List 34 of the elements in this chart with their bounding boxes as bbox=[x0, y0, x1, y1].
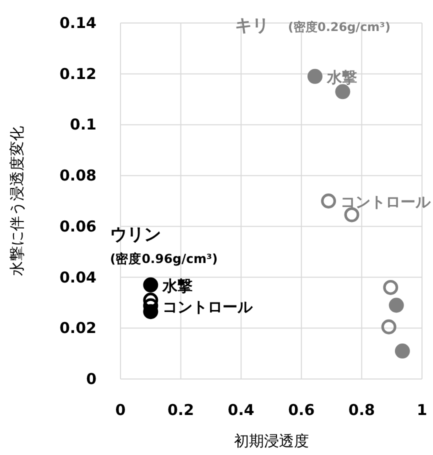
x-tick-label: 0.8 bbox=[348, 401, 375, 419]
series-label: 水撃 bbox=[326, 68, 357, 86]
point bbox=[307, 68, 322, 84]
annotation: キリ bbox=[235, 16, 269, 36]
y-axis-title: 水撃に伴う浸透度変化 bbox=[8, 126, 26, 276]
annotation: (密度0.96g/cm³) bbox=[110, 251, 218, 266]
point bbox=[335, 84, 350, 100]
series-label: 水撃 bbox=[162, 276, 193, 295]
point bbox=[381, 319, 396, 334]
point bbox=[383, 280, 398, 295]
y-tick-label: 0.14 bbox=[59, 14, 96, 32]
point bbox=[143, 277, 158, 292]
point bbox=[388, 298, 404, 313]
y-tick-label: 0 bbox=[86, 370, 96, 388]
y-tick-label: 0.04 bbox=[59, 268, 96, 286]
y-tick-label: 0.12 bbox=[59, 64, 96, 83]
annotation: ウリン bbox=[110, 225, 161, 245]
x-tick-label: 0.4 bbox=[228, 401, 254, 419]
y-tick-label: 0.1 bbox=[70, 116, 96, 134]
x-axis-title: 初期浸透度 bbox=[234, 432, 309, 450]
x-tick-label: 1 bbox=[416, 401, 428, 419]
x-tick-label: 0.2 bbox=[168, 401, 194, 419]
y-tick-label: 0.06 bbox=[59, 217, 96, 236]
point bbox=[394, 344, 410, 359]
x-tick-label: 0 bbox=[115, 401, 126, 419]
annotation: (密度0.26g/cm³) bbox=[288, 20, 390, 34]
series-label: コントロール bbox=[162, 298, 254, 316]
x-tick-label: 0.6 bbox=[288, 401, 315, 419]
point bbox=[344, 207, 360, 222]
y-tick-label: 0.08 bbox=[59, 166, 96, 185]
series-label: コントロール bbox=[340, 193, 432, 211]
point bbox=[143, 292, 158, 308]
y-tick-label: 0.02 bbox=[59, 319, 96, 338]
point bbox=[321, 194, 336, 208]
